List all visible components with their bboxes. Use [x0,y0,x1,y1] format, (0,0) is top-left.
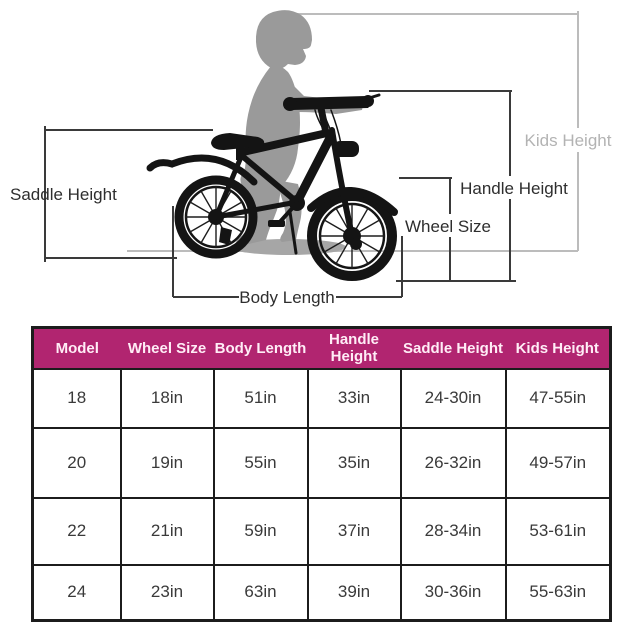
front-fender [307,186,398,216]
saddle [211,133,265,150]
label-plate [521,128,616,152]
bike-silhouette [146,93,398,281]
table-cell: 22 [31,496,122,566]
rear-fender [146,154,258,186]
table-cell: 20 [31,426,122,499]
column-header-handle-height: Handle Height [307,327,401,369]
label-plate [239,288,336,308]
handlebar [283,93,381,157]
table-cell: 28-34in [399,496,507,566]
table-cell: 37in [306,496,402,566]
rear-wheel [174,175,258,259]
table-cell: 35in [306,426,402,499]
column-header-model: Model [32,327,121,369]
table-row: 24 23in 63in 39in 30-36in 55-63in [31,563,612,622]
brake-cable [314,109,334,148]
saddle-height-label: Saddle Height [10,185,117,204]
table-cell: 18in [119,367,215,429]
column-header-kids-height: Kids Height [505,327,611,369]
table-cell: 55in [212,426,309,499]
kickstand [288,210,298,255]
label-plate [458,176,571,199]
table-cell: 26-32in [399,426,507,499]
table-cell: 21in [119,496,215,566]
table-cell: 18 [31,367,122,429]
wheel-size-label: Wheel Size [405,217,491,236]
table-cell: 55-63in [504,563,612,622]
table-cell: 23in [119,563,215,622]
kid-head-helmet-icon [255,10,312,70]
saddle-height-bracket [44,126,213,262]
kids-height-label: Kids Height [525,131,612,150]
headlight [333,141,359,157]
size-table: Model Wheel Size Body Length Handle Heig… [31,326,612,622]
table-row: 18 18in 51in 33in 24-30in 47-55in [31,367,612,429]
bike-measurement-diagram: Body Length Saddle Height Handle Height … [10,10,616,308]
column-header-wheel-size: Wheel Size [120,327,214,369]
table-cell: 49-57in [504,426,612,499]
label-plate [405,214,493,237]
body-length-label: Body Length [239,288,334,307]
table-cell: 39in [306,563,402,622]
handle-height-label: Handle Height [460,179,568,198]
table-cell: 63in [212,563,309,622]
table-cell: 47-55in [504,367,612,429]
column-header-body-length: Body Length [213,327,308,369]
table-cell: 19in [119,426,215,499]
brake-cable [330,109,342,145]
brake-cable [322,109,337,147]
table-cell: 24 [31,563,122,622]
table-cell: 59in [212,496,309,566]
table-cell: 51in [212,367,309,429]
table-cell: 24-30in [399,367,507,429]
table-header-row: Model Wheel Size Body Length Handle Heig… [32,327,611,369]
column-header-saddle-height: Saddle Height [400,327,506,369]
table-cell: 30-36in [399,563,507,622]
table-row: 20 19in 55in 35in 26-32in 49-57in [31,426,612,499]
table-cell: 33in [306,367,402,429]
table-cell: 53-61in [504,496,612,566]
table-row: 22 21in 59in 37in 28-34in 53-61in [31,496,612,566]
